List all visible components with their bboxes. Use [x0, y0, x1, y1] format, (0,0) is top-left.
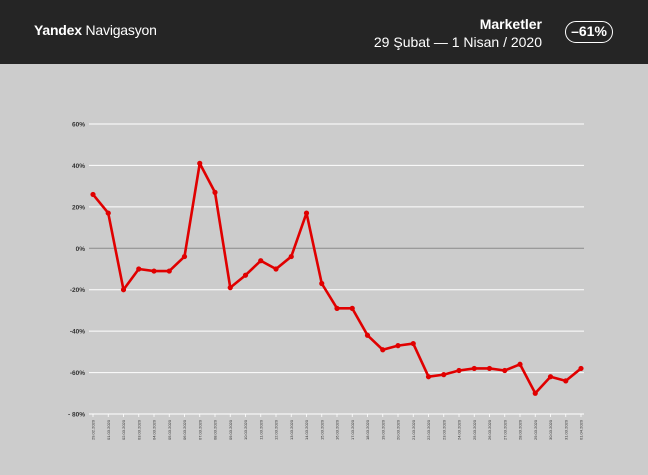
data-point	[120, 287, 127, 293]
data-point	[364, 332, 371, 338]
x-tick-label: 25.03.2020	[472, 419, 477, 440]
data-point	[486, 365, 493, 372]
data-point	[502, 367, 508, 374]
x-tick-label: 26.03.2020	[487, 419, 492, 440]
x-tick-label: 12.03.2020	[274, 419, 279, 440]
data-point	[456, 367, 462, 374]
data-point	[227, 285, 233, 291]
x-tick-label: 06.03.2020	[182, 419, 187, 440]
x-tick-label: 17.03.2020	[350, 419, 355, 440]
x-tick-label: 22.03.2020	[426, 419, 431, 440]
x-tick-label: 11.03.2020	[258, 419, 263, 439]
x-tick-label: 30.03.2020	[548, 419, 553, 440]
brand-name-light: Navigasyon	[81, 22, 157, 38]
data-point	[151, 268, 157, 274]
title-block: Marketler 29 Şubat — 1 Nisan / 2020	[374, 15, 542, 52]
x-tick-label: 23.03.2020	[441, 419, 446, 440]
data-point	[563, 378, 569, 384]
series-line	[91, 162, 583, 395]
y-tick-label: 40%	[72, 163, 85, 170]
data-point	[471, 365, 477, 372]
brand-name-bold: Yandex	[34, 22, 82, 38]
data-point	[517, 361, 523, 367]
data-point	[288, 253, 294, 260]
x-axis-labels: 29.02.2020 01.03.2020 02.03.2020 03.03.2020…	[91, 414, 584, 440]
data-point	[197, 160, 203, 166]
x-tick-label: 03.03.2020	[136, 419, 141, 440]
x-tick-label: 29.02.2020	[91, 419, 96, 440]
data-point	[242, 272, 249, 278]
x-tick-label: 28.03.2020	[518, 419, 523, 440]
y-tick-label: - 80%	[68, 412, 85, 419]
data-point	[410, 340, 416, 347]
x-tick-label: 19.03.2020	[380, 419, 385, 440]
y-tick-label: 0%	[76, 246, 86, 253]
header-bar: Yandex Navigasyon Marketler 29 Şubat — 1…	[0, 0, 648, 64]
grid-layer	[89, 123, 584, 415]
data-point	[319, 280, 325, 287]
x-tick-label: 18.03.2020	[365, 419, 370, 440]
x-tick-label: 27.03.2020	[502, 419, 507, 440]
x-tick-label: 24.03.2020	[457, 419, 462, 440]
data-point	[334, 305, 340, 311]
y-tick-label: 20%	[72, 204, 85, 211]
brand-logo: Yandex Navigasyon	[34, 22, 157, 38]
data-point	[258, 258, 264, 264]
data-point	[166, 268, 172, 274]
data-point	[532, 390, 538, 396]
change-badge: –61%	[565, 21, 613, 43]
data-point	[181, 253, 188, 260]
x-tick-label: 20.03.2020	[396, 419, 401, 440]
data-point	[547, 374, 554, 380]
data-point	[349, 305, 355, 311]
x-tick-label: 04.03.2020	[152, 419, 157, 440]
data-point	[212, 189, 218, 195]
series-layer	[90, 160, 584, 396]
y-axis-labels: 60% 40% 20% 0% -20% -40% -60% - 80%	[68, 122, 85, 419]
data-point	[105, 210, 111, 216]
x-tick-label: 15.03.2020	[319, 419, 324, 440]
x-tick-label: 07.03.2020	[197, 419, 202, 440]
data-point	[136, 266, 142, 272]
x-tick-label: 14.03.2020	[304, 419, 309, 440]
data-point	[303, 210, 310, 216]
data-point	[578, 365, 584, 372]
x-tick-label: 13.03.2020	[289, 419, 294, 440]
data-point	[273, 266, 279, 272]
x-tick-label: 31.03.2020	[563, 419, 568, 440]
x-tick-label: 09.03.2020	[228, 419, 233, 440]
line-chart: 60% 40% 20% 0% -20% -40% -60% - 80% 29.02.2020 0…	[68, 122, 584, 440]
y-tick-label: -40%	[70, 329, 85, 336]
x-tick-label: 16.03.2020	[335, 419, 340, 440]
data-point	[395, 343, 401, 349]
y-tick-label: -60%	[70, 370, 85, 377]
data-point	[380, 347, 386, 353]
x-tick-label: 08.03.2020	[213, 419, 218, 440]
data-point	[441, 372, 447, 378]
x-tick-label: 29.03.2020	[533, 419, 538, 440]
x-tick-label: 02.03.2020	[121, 419, 126, 440]
date-range: 29 Şubat — 1 Nisan / 2020	[373, 34, 542, 50]
y-tick-label: 60%	[72, 122, 85, 129]
x-tick-label: 10.03.2020	[243, 419, 248, 440]
x-tick-label: 21.03.2020	[411, 419, 416, 440]
y-tick-label: -20%	[70, 287, 85, 294]
data-point	[425, 374, 432, 380]
chart-area: 60% 40% 20% 0% -20% -40% -60% - 80% 29.02.2020 0…	[0, 64, 648, 470]
data-point	[90, 191, 96, 198]
x-tick-label: 01.03.2020	[106, 419, 111, 440]
chart-title: Marketler	[479, 16, 542, 32]
x-tick-label: 01.04.2020	[579, 419, 584, 440]
x-tick-label: 05.03.2020	[167, 419, 172, 440]
